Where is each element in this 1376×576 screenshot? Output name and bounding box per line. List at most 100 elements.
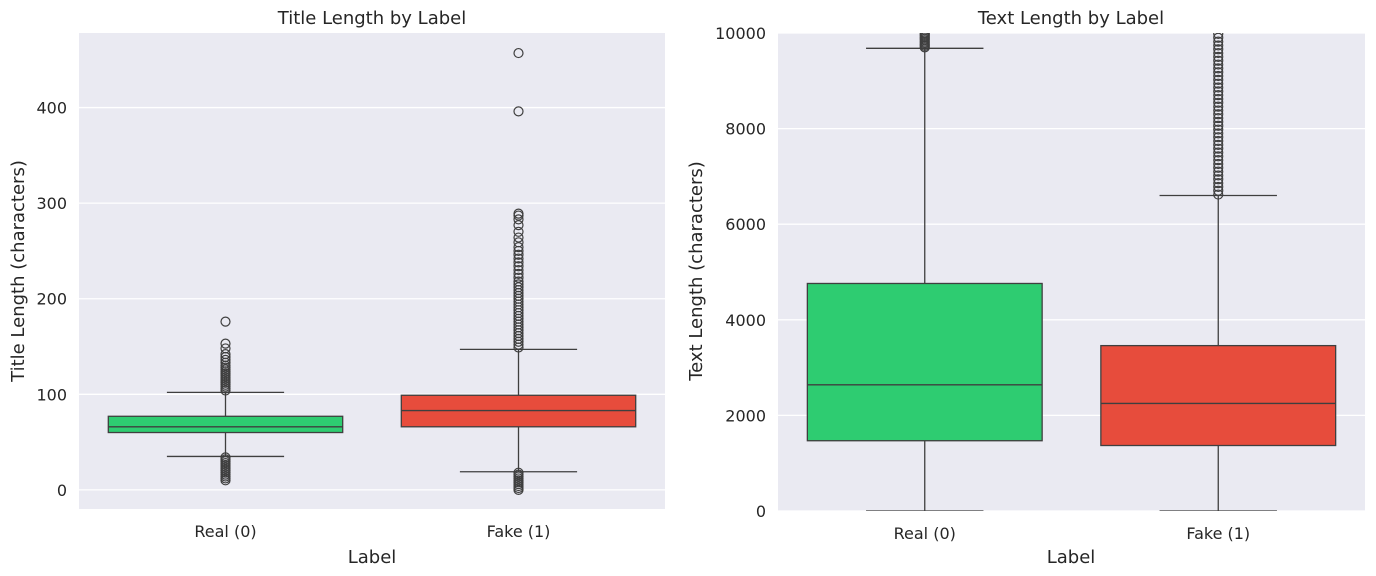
outlier-point (513, 279, 524, 290)
outlier-point (1213, 36, 1224, 47)
box-fake (400, 47, 637, 495)
outlier-point (1213, 90, 1224, 101)
outlier-point (1213, 101, 1224, 112)
outlier-point (513, 47, 524, 59)
outlier-point (1213, 55, 1224, 66)
outlier-point (1213, 44, 1224, 55)
outlier-point (1213, 162, 1224, 173)
outlier-point (1213, 174, 1224, 185)
outlier-point (1213, 40, 1224, 51)
outlier-point (1213, 166, 1224, 177)
box-real (107, 316, 344, 486)
outlier-point (1213, 189, 1224, 200)
outlier-point (220, 338, 231, 349)
x-tick-label: Fake (1) (1186, 524, 1250, 543)
box-real (806, 33, 1043, 511)
outlier-point (513, 226, 524, 237)
outlier-point (513, 276, 524, 287)
outlier-point (1213, 70, 1224, 82)
outlier-point (1213, 112, 1224, 124)
outlier-point (513, 261, 524, 272)
outlier-point (513, 249, 524, 260)
outlier-point (1213, 120, 1224, 131)
box-iqr (806, 282, 1043, 442)
outlier-point (1213, 151, 1224, 162)
outlier-point (1213, 177, 1224, 189)
outlier-point (513, 272, 524, 283)
y-tick-label: 400 (36, 99, 67, 118)
y-tick-label: 2000 (725, 406, 766, 425)
outlier-point (1213, 97, 1224, 108)
outlier-point (220, 349, 231, 360)
outlier-point (1213, 63, 1224, 74)
box-fake (1100, 33, 1337, 511)
chart-title: Title Length by Label (277, 8, 466, 29)
outlier-point (220, 316, 231, 327)
outlier-point (513, 264, 524, 276)
outlier-point (1213, 185, 1224, 196)
box-layer (806, 33, 1337, 511)
outlier-point (513, 232, 524, 243)
outlier-point (1213, 181, 1224, 193)
outlier-point (513, 106, 524, 117)
outlier-point (513, 467, 524, 478)
y-tick-label: 200 (36, 290, 67, 309)
box-iqr (1100, 344, 1337, 447)
outlier-point (1213, 124, 1224, 135)
outlier-point (1213, 135, 1224, 147)
outlier-point (1213, 155, 1224, 166)
outlier-point (1213, 109, 1224, 120)
outlier-point (513, 253, 524, 264)
x-axis-label: Label (348, 547, 397, 568)
y-tick-label: 300 (36, 194, 67, 213)
outlier-point (513, 268, 524, 279)
outlier-point (1213, 86, 1224, 97)
outlier-point (513, 214, 524, 225)
outlier-point (919, 33, 930, 39)
outlier-point (1213, 78, 1224, 89)
outlier-point (1213, 158, 1224, 170)
outlier-point (1213, 147, 1224, 158)
outlier-point (513, 257, 524, 268)
outlier-point (1213, 33, 1224, 43)
x-tick-label: Fake (1) (487, 522, 551, 541)
box-iqr (107, 415, 344, 434)
outlier-point (1213, 132, 1224, 143)
outlier-point (1213, 67, 1224, 78)
y-tick-label: 8000 (725, 120, 766, 139)
y-tick-label: 0 (57, 481, 67, 500)
outlier-point (513, 237, 524, 248)
outlier-point (1213, 170, 1224, 181)
outlier-point (1213, 47, 1224, 59)
text-length-chart: 0 2000 4000 6000 8000 10000 Real (0) Fake (1) T… (686, 8, 1365, 568)
outlier-point (1213, 93, 1224, 105)
y-tick-label: 4000 (725, 311, 766, 330)
x-tick-label: Real (0) (194, 522, 256, 541)
chart-title: Text Length by Label (977, 8, 1164, 29)
outlier-point (1213, 105, 1224, 116)
outlier-point (1213, 33, 1224, 40)
outlier-point (1213, 74, 1224, 85)
outlier-point (513, 208, 524, 219)
outlier-point (1213, 116, 1224, 128)
plot-background (79, 33, 665, 509)
y-tick-label: 6000 (725, 215, 766, 234)
outlier-point (220, 354, 231, 365)
x-tick-label: Real (0) (894, 524, 956, 543)
outlier-point (1213, 51, 1224, 63)
outlier-point (1213, 128, 1224, 139)
outlier-point (220, 343, 231, 354)
outlier-point (1213, 59, 1224, 70)
outlier-point (1213, 143, 1224, 154)
y-tick-label: 10000 (715, 24, 766, 43)
box-layer (107, 47, 637, 495)
y-axis-label: Text Length (characters) (686, 161, 707, 382)
y-axis-label: Title Length (characters) (8, 160, 29, 383)
outlier-point (1213, 139, 1224, 150)
x-axis-label: Label (1047, 547, 1096, 568)
outlier-point (220, 452, 231, 463)
title-length-chart: 0 100 200 300 400 Real (0) Fake (1) Title Leng… (8, 8, 665, 568)
y-tick-label: 0 (756, 502, 766, 521)
outlier-point (1213, 82, 1224, 93)
